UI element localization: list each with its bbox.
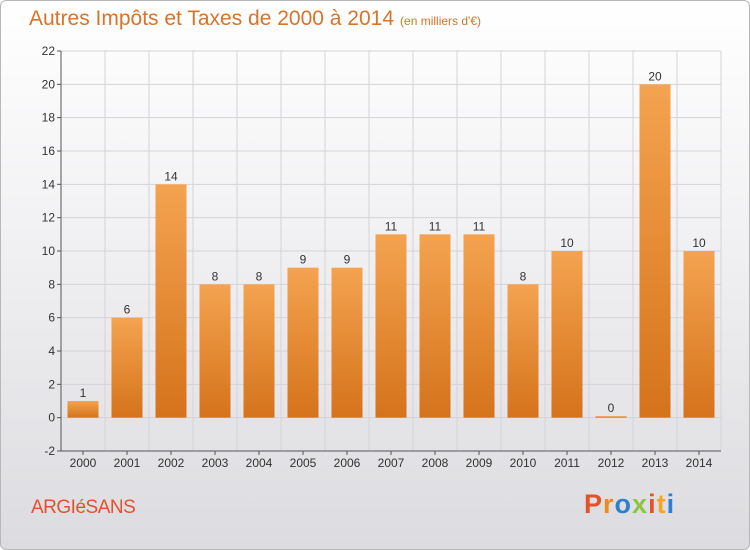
y-tick-label: 16 [42,144,56,158]
y-tick-label: 22 [42,44,56,58]
x-tick-label: 2002 [158,456,185,470]
chart-title-text: Autres Impôts et Taxes de 2000 à 2014 [29,7,395,30]
y-tick-label: 14 [42,177,56,191]
x-tick-label: 2010 [510,456,537,470]
x-tick-label: 2005 [290,456,317,470]
bar [639,84,671,418]
x-tick-label: 2006 [334,456,361,470]
logo-letter: i [666,489,676,519]
bar [155,184,187,418]
proxiti-logo: Proxiti [584,489,675,520]
y-tick-label: 8 [48,277,55,291]
x-tick-label: 2000 [70,456,97,470]
bar-value-label: 0 [608,401,615,415]
bar-value-label: 10 [560,236,574,250]
logo-letter: t [656,489,667,519]
bar [111,317,143,418]
logo-letter: P [584,489,604,519]
y-tick-label: 18 [42,111,56,125]
bar-value-label: 1 [80,386,87,400]
bar [375,234,407,418]
x-tick-label: 2009 [466,456,493,470]
bar-value-label: 11 [385,219,398,233]
bar [419,234,451,418]
logo-letter: i [648,489,657,519]
bar-value-label: 8 [212,269,219,283]
bar-value-label: 10 [692,236,706,250]
bar [507,284,539,418]
y-tick-label: 10 [42,244,56,258]
bar [683,251,715,418]
y-tick-label: -2 [44,444,55,458]
x-tick-label: 2012 [598,456,625,470]
x-tick-label: 2007 [378,456,405,470]
bar [331,267,363,418]
y-tick-label: 12 [42,211,56,225]
bar-value-label: 11 [473,219,486,233]
town-name: ARGIéSANS [31,497,136,518]
bar [67,401,99,418]
chart-subtitle: (en milliers d'€) [400,14,482,28]
bar [551,251,583,418]
bar [595,416,627,418]
chart-title: Autres Impôts et Taxes de 2000 à 2014 (en… [29,7,481,31]
x-tick-label: 2013 [642,456,669,470]
x-tick-label: 2004 [246,456,273,470]
logo-letter: o [614,489,633,519]
x-tick-label: 2003 [202,456,229,470]
bar-value-label: 8 [256,269,263,283]
bar [243,284,275,418]
bar-value-label: 9 [344,253,351,267]
y-tick-label: 6 [48,311,55,325]
x-tick-label: 2008 [422,456,449,470]
bar-value-label: 14 [164,169,178,183]
y-tick-label: 20 [42,77,56,91]
bar-value-label: 20 [648,69,662,83]
bar [199,284,231,418]
y-tick-label: 0 [48,411,55,425]
bar-value-label: 9 [300,253,307,267]
bar-value-label: 11 [429,219,442,233]
bar [287,267,319,418]
y-tick-label: 4 [48,344,55,358]
x-tick-label: 2014 [686,456,713,470]
x-tick-label: 2001 [114,456,141,470]
bar [463,234,495,418]
bar-value-label: 6 [124,303,131,317]
logo-letter: x [632,489,649,519]
bar-value-label: 8 [520,269,527,283]
x-tick-label: 2011 [554,456,580,470]
y-tick-label: 2 [48,377,55,391]
logo-letter: r [603,489,615,519]
